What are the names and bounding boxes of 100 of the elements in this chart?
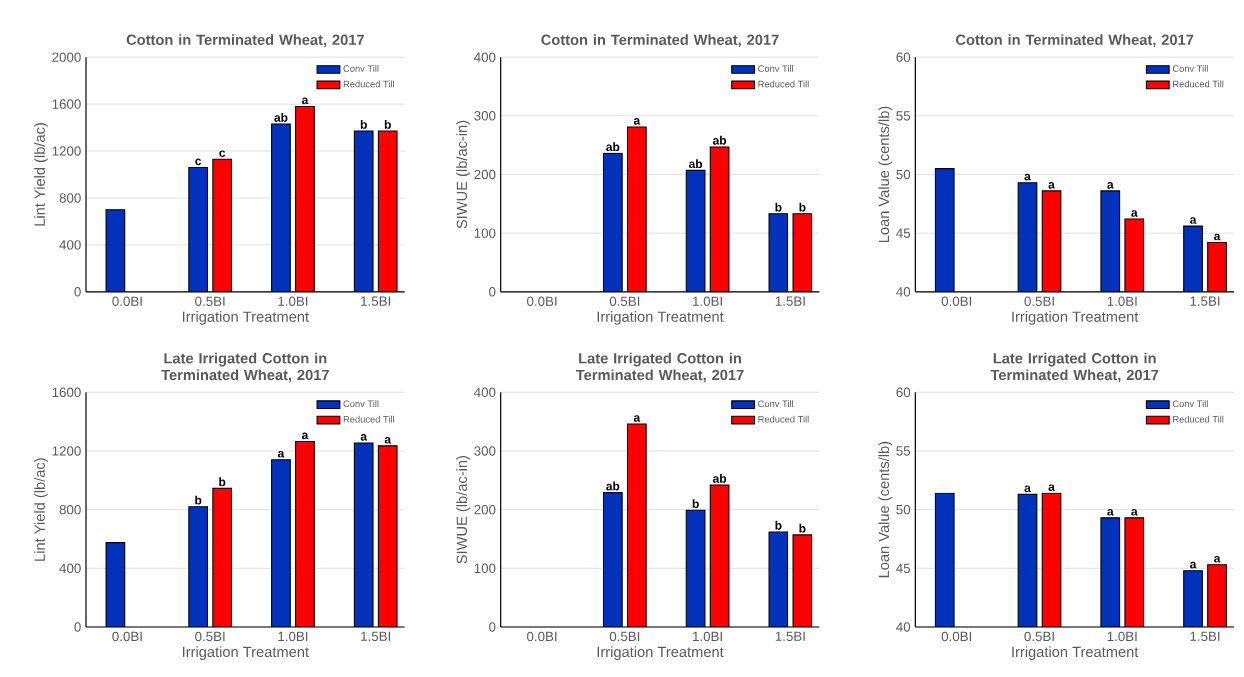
- chart-title: Late Irrigated Cotton in Terminated Wheat, 2017: [575, 352, 744, 383]
- y-axis-title: Loan Value (cents/lb): [878, 106, 892, 243]
- data-label: a: [1190, 217, 1197, 224]
- data-label: ab: [688, 159, 703, 169]
- data-label: a: [633, 415, 641, 422]
- x-axis-title: Irrigation Treatment: [182, 646, 309, 660]
- chart-title: Cotton in Terminated Wheat, 2017: [126, 34, 364, 48]
- bar: [377, 130, 398, 292]
- x-tick-label: 0.5BI: [1024, 631, 1054, 642]
- data-label: b: [775, 520, 782, 530]
- data-label: ab: [274, 112, 288, 122]
- bar: [106, 542, 125, 627]
- bar: [353, 442, 374, 627]
- x-tick-label: 1.5BI: [361, 296, 391, 306]
- y-axis-title: Loan Value (cents/lb): [878, 441, 892, 578]
- data-label: a: [1024, 485, 1031, 493]
- y-tick-label: 60: [896, 387, 911, 398]
- data-label: ab: [606, 142, 620, 152]
- y-tick-label: 0: [74, 622, 81, 632]
- data-label: c: [195, 158, 202, 166]
- data-label: b: [384, 119, 391, 129]
- y-tick-label: 400: [474, 52, 496, 62]
- legend-label: Conv Till: [758, 65, 794, 72]
- y-tick-label: 800: [59, 193, 81, 203]
- x-tick-label: 1.0BI: [278, 631, 308, 642]
- bar: [602, 152, 623, 292]
- x-axis-title: Irrigation Treatment: [182, 311, 309, 325]
- data-label: b: [219, 477, 226, 487]
- x-tick-label: 0.0BI: [941, 631, 972, 642]
- y-tick-label: 1200: [52, 146, 81, 156]
- x-tick-label: 1.0BI: [1107, 631, 1137, 642]
- data-label: c: [219, 150, 226, 157]
- y-tick-label: 50: [896, 169, 911, 180]
- data-label: a: [360, 434, 368, 441]
- x-axis-title: Irrigation Treatment: [1012, 646, 1139, 660]
- y-tick-label: 60: [896, 52, 911, 62]
- data-label: a: [277, 450, 285, 458]
- legend-label: Conv Till: [1172, 65, 1208, 72]
- y-tick-label: 45: [896, 563, 911, 573]
- y-tick-label: 400: [59, 240, 81, 250]
- y-tick-label: 400: [59, 563, 81, 574]
- legend-label: Conv Till: [343, 400, 379, 408]
- data-label: b: [799, 523, 806, 533]
- y-tick-label: 0: [489, 287, 496, 297]
- chart-title: Cotton in Terminated Wheat, 2017: [956, 34, 1194, 48]
- x-tick-label: 0.5BI: [609, 631, 640, 642]
- bar: [603, 492, 623, 627]
- data-label: a: [1131, 509, 1138, 516]
- legend-label: Reduced Till: [1173, 415, 1224, 423]
- x-tick-label: 0.0BI: [941, 296, 972, 306]
- legend-label: Reduced Till: [343, 415, 394, 423]
- y-tick-label: 800: [59, 504, 81, 515]
- data-label: a: [1190, 561, 1197, 569]
- legend-label: Reduced Till: [343, 80, 394, 88]
- y-tick-label: 100: [474, 563, 496, 574]
- x-tick-label: 0.5BI: [195, 631, 225, 642]
- legend-label: Reduced Till: [758, 415, 809, 423]
- legend-label: Reduced Till: [758, 80, 809, 88]
- y-axis-title: Lint Yield (lb/ac): [34, 458, 48, 561]
- y-tick-label: 400: [474, 387, 496, 398]
- x-tick-label: 0.5BI: [609, 296, 640, 306]
- x-tick-label: 0.0BI: [527, 296, 557, 306]
- data-label: a: [301, 432, 309, 440]
- bar: [768, 213, 789, 292]
- x-tick-label: 0.5BI: [195, 296, 225, 306]
- x-tick-label: 1.0BI: [693, 631, 722, 642]
- legend-label: Conv Till: [343, 65, 379, 72]
- y-tick-label: 55: [896, 446, 911, 456]
- y-tick-label: 300: [474, 446, 496, 456]
- y-tick-label: 55: [896, 111, 911, 121]
- x-tick-label: 1.5BI: [775, 296, 805, 306]
- x-axis-title: Irrigation Treatment: [1012, 311, 1139, 325]
- y-tick-label: 100: [474, 228, 496, 238]
- bar: [271, 124, 291, 292]
- y-tick-label: 2000: [52, 52, 81, 62]
- chart-title: Late Irrigated Cotton in Terminated Wheat, 2017: [990, 352, 1159, 383]
- bar: [188, 506, 208, 627]
- bar: [792, 213, 813, 292]
- x-tick-label: 1.0BI: [693, 296, 722, 306]
- bar: [106, 209, 125, 292]
- chart-title: Cotton in Terminated Wheat, 2017: [541, 34, 779, 48]
- data-label: a: [633, 118, 641, 125]
- bar: [685, 169, 706, 292]
- legend-label: Reduced Till: [1173, 80, 1224, 88]
- bar: [353, 130, 374, 292]
- bar: [212, 488, 232, 627]
- y-tick-label: 200: [474, 169, 496, 180]
- bar: [686, 510, 705, 627]
- x-tick-label: 1.0BI: [278, 296, 308, 306]
- chart-title: Late Irrigated Cotton in Terminated Wheat, 2017: [161, 352, 329, 383]
- data-label: a: [1048, 182, 1055, 189]
- y-tick-label: 40: [896, 287, 911, 297]
- y-tick-label: 0: [74, 287, 81, 297]
- x-tick-label: 0.5BI: [1024, 296, 1054, 306]
- data-label: a: [1024, 173, 1031, 181]
- bar: [271, 459, 291, 627]
- data-label: b: [195, 495, 202, 505]
- bar: [295, 106, 315, 292]
- x-tick-label: 0.0BI: [112, 296, 142, 306]
- y-tick-label: 1600: [52, 387, 81, 398]
